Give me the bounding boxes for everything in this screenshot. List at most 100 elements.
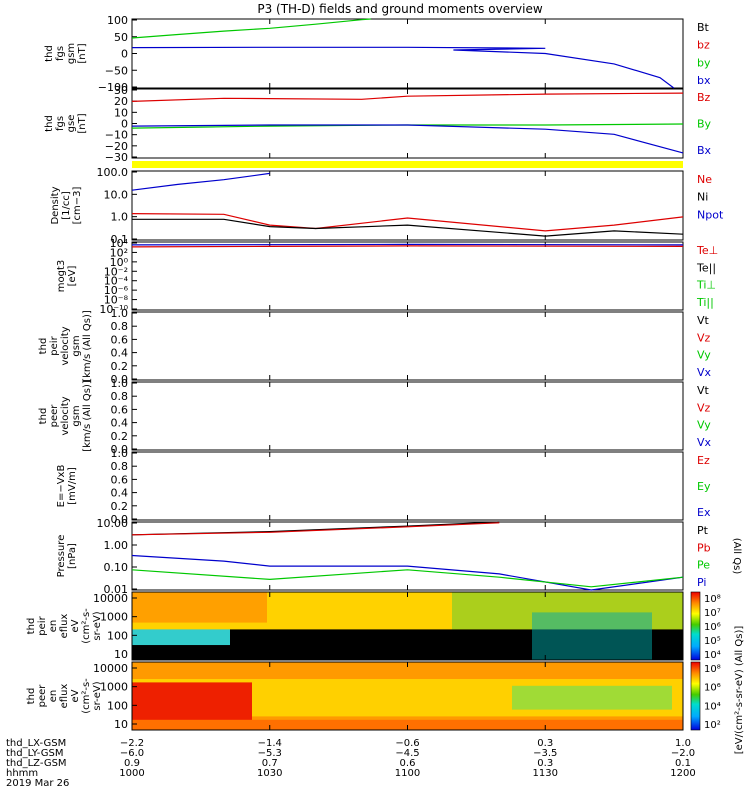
y-tick-label: 100	[107, 629, 128, 642]
x-tick-label: 0.1	[675, 758, 691, 769]
panel-density: 100.0 10.0 1.0 0.1 Density [1/cc] [cm−3] Ne Ni Np…	[50, 166, 724, 246]
y-axis-label: thd	[38, 408, 49, 425]
y-tick-label: 10⁻⁸	[104, 294, 129, 307]
figure-title: P3 (TH-D) fields and ground moments over…	[257, 2, 542, 16]
y-tick-label: 20	[114, 95, 128, 108]
legend-entry: Bx	[697, 144, 712, 157]
legend-entry: Ey	[697, 480, 711, 493]
x-row-label: thd_LX-GSM	[6, 738, 66, 749]
y-tick-label: 1.0	[111, 307, 129, 320]
flag-bar	[132, 161, 683, 168]
y-axis-label: velocity	[60, 326, 71, 365]
y-axis-label: peir	[37, 615, 48, 635]
y-tick-label: 1000	[100, 611, 128, 624]
y-tick-label: 0.6	[111, 403, 129, 416]
legend-entry: Vz	[697, 401, 711, 414]
colorbar-label: [eV/(cm²-s-sr-eV) (All Qs)]	[734, 626, 745, 755]
legend-entry: Ni	[697, 191, 708, 204]
y-tick-label: 0.6	[111, 473, 129, 486]
y-tick-label: 1.0	[111, 447, 129, 460]
series-line-Pb	[131, 522, 500, 536]
spectrogram-band	[132, 645, 230, 660]
y-tick-label: 10.0	[104, 188, 129, 201]
y-axis-label: velocity	[60, 396, 71, 435]
y-tick-label: 1.0	[111, 377, 129, 390]
series-line-Pt	[131, 521, 500, 536]
y-tick-label: 100.0	[97, 166, 129, 179]
x-tick-label: −3.5	[533, 748, 557, 759]
x-tick-label: 0.6	[400, 758, 416, 769]
x-row-label: thd_LZ-GSM	[6, 758, 67, 769]
y-axis-label: [nPa]	[67, 543, 78, 569]
y-axis-label: eflux	[59, 614, 70, 639]
y-tick-label: 10⁰	[110, 256, 129, 269]
y-tick-label: 0.2	[111, 430, 129, 443]
y-tick-label: 10⁴	[110, 237, 129, 250]
x-tick-label: 0.3	[537, 738, 553, 749]
y-tick-label: −20	[105, 140, 128, 153]
legend-entry: Vy	[697, 419, 711, 432]
y-tick-label: 100	[107, 14, 128, 27]
colorbar-tick-label: 10⁴	[704, 650, 721, 661]
panel-efield: 1.00.80.60.40.20.0 E=−VxB [mV/m] Ez Ey Ex	[56, 447, 711, 526]
y-tick-label: 10⁻¹⁰	[99, 303, 128, 316]
legend-entry: By	[697, 118, 712, 131]
colorbar	[690, 661, 701, 731]
x-row-label: hhmm	[6, 768, 38, 779]
x-tick-label: 1030	[257, 768, 282, 779]
y-axis-label: [mV/m]	[67, 467, 78, 505]
y-axis-label: [km/s (All Qs)]	[82, 310, 93, 382]
panel-frame	[131, 241, 684, 311]
series-line-bx	[131, 46, 675, 89]
y-axis-label: thd	[38, 338, 49, 355]
spectrogram-band	[132, 592, 267, 623]
y-axis-label: gsm	[71, 405, 82, 426]
panel-pressure: 10.00 1.00 0.10 0.01 Pressure [nPa] Pt Pb Pe Pi (A…	[56, 517, 742, 596]
y-tick-label: 0.01	[104, 583, 129, 596]
y-axis-label: fgs	[55, 46, 66, 61]
x-tick-label: −5.3	[258, 748, 282, 759]
series-line-Bx	[131, 124, 684, 154]
y-tick-label: 10	[114, 106, 128, 119]
spectrogram-band	[532, 612, 652, 660]
series-line-Ni	[132, 218, 684, 237]
y-axis-label: peir	[49, 335, 60, 355]
y-axis-label: gsm	[71, 335, 82, 356]
legend-entry: bz	[697, 39, 710, 52]
y-axis-label: Density	[50, 186, 61, 224]
x-tick-label: −2.0	[671, 748, 695, 759]
y-tick-label: 10000	[93, 662, 128, 675]
x-tick-label: 0.3	[537, 758, 553, 769]
y-tick-label: 10⁻⁴	[104, 275, 129, 288]
legend-entry: Vt	[697, 384, 710, 397]
y-axis-label: E=−VxB	[56, 465, 67, 508]
x-tick-label: 1130	[533, 768, 558, 779]
y-axis-label: en	[48, 620, 59, 633]
panel-peir_en_eflux: 10000 1000 100 10 thd peir en eflux eV (cm²-s-sr-…	[26, 591, 684, 661]
y-axis-label: sr-eV)	[92, 681, 103, 710]
y-axis-label: thd	[26, 618, 37, 635]
legend-entry: Te⊥	[696, 244, 718, 257]
panel-peer_velocity: 1.00.80.60.40.20.0 thd peer velocity gsm [km/…	[38, 377, 712, 456]
legend-entry: Vx	[697, 366, 712, 379]
legend-entry: Ti⊥	[696, 279, 716, 292]
panel-frame	[131, 451, 684, 521]
spectrogram	[132, 592, 683, 660]
x-tick-label: 1000	[119, 768, 144, 779]
series-line-Te⊥	[131, 245, 684, 248]
y-tick-label: 0.8	[111, 320, 129, 333]
series-line-Pi	[131, 554, 684, 591]
colorbar-tick-label: 10⁷	[704, 608, 721, 619]
series-line-Bz	[131, 92, 684, 102]
series-line-Npot	[131, 172, 270, 191]
y-tick-label: 0.2	[111, 500, 129, 513]
legend-entry: by	[697, 56, 711, 69]
x-tick-label: −6.0	[120, 748, 144, 759]
colorbar-tick-label: 10⁵	[704, 636, 721, 647]
y-axis-label: [nT]	[77, 43, 88, 63]
legend-entry: Pt	[697, 524, 709, 537]
